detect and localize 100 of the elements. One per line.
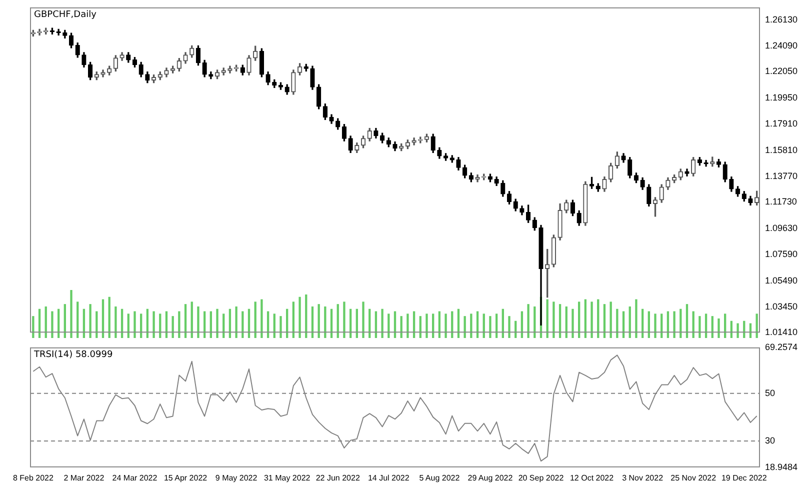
x-tick-label: 15 Apr 2022 bbox=[164, 473, 208, 482]
bar bbox=[558, 304, 562, 338]
bar bbox=[552, 302, 555, 338]
y-tick-label: 1.09630 bbox=[765, 223, 798, 234]
x-tick-label: 20 Sep 2022 bbox=[518, 473, 564, 482]
bar bbox=[698, 316, 701, 338]
bar bbox=[527, 304, 530, 338]
bar bbox=[590, 302, 593, 338]
bar bbox=[298, 296, 301, 338]
bar bbox=[756, 314, 758, 338]
bar bbox=[736, 323, 739, 338]
bar bbox=[388, 314, 390, 338]
bar bbox=[305, 294, 308, 338]
y-tick-label: 1.05490 bbox=[765, 275, 798, 286]
bar bbox=[704, 314, 708, 338]
bar bbox=[222, 314, 225, 338]
bar bbox=[381, 308, 384, 338]
bar bbox=[482, 314, 485, 338]
y-tick-label: 69.2574 bbox=[765, 342, 798, 352]
y-tick-label: 1.26130 bbox=[765, 14, 798, 25]
bar bbox=[134, 311, 136, 338]
bar bbox=[489, 316, 492, 338]
bar bbox=[152, 311, 155, 338]
bar bbox=[362, 302, 364, 338]
bar bbox=[197, 306, 200, 338]
bar bbox=[508, 316, 510, 338]
bar bbox=[546, 299, 548, 338]
bar bbox=[660, 314, 663, 338]
chart-title: GBPCHF,Daily bbox=[34, 10, 98, 20]
bar bbox=[140, 314, 142, 338]
x-tick-label: 31 May 2022 bbox=[264, 473, 311, 482]
bar bbox=[336, 304, 339, 338]
bar bbox=[127, 314, 130, 338]
bar bbox=[603, 304, 606, 338]
x-tick-label: 22 Jun 2022 bbox=[316, 473, 360, 482]
bar bbox=[464, 316, 466, 338]
y-tick-label: 1.15810 bbox=[765, 145, 798, 156]
bar bbox=[426, 314, 428, 338]
bar bbox=[76, 302, 79, 338]
bar bbox=[70, 290, 72, 338]
bar bbox=[343, 302, 346, 338]
bar bbox=[673, 311, 676, 338]
bar bbox=[628, 306, 631, 338]
bar bbox=[444, 314, 447, 338]
bar bbox=[324, 306, 326, 338]
bar bbox=[51, 311, 54, 338]
bar bbox=[686, 304, 688, 338]
y-tick-label: 18.9484 bbox=[765, 462, 798, 472]
x-tick-label: 9 May 2022 bbox=[215, 473, 258, 482]
x-tick-label: 25 Nov 2022 bbox=[670, 473, 717, 482]
bar bbox=[616, 308, 618, 338]
bar bbox=[114, 306, 117, 338]
bar bbox=[159, 314, 162, 338]
bar bbox=[172, 316, 174, 338]
x-tick-label: 19 Dec 2022 bbox=[721, 473, 768, 482]
bar bbox=[44, 306, 47, 338]
chart-title: TRSI(14) 58.0999 bbox=[33, 350, 113, 360]
bar bbox=[495, 314, 498, 338]
bar bbox=[534, 306, 536, 338]
bar bbox=[318, 304, 320, 338]
x-tick-label: 8 Feb 2022 bbox=[12, 473, 54, 482]
bar bbox=[654, 314, 656, 338]
bar bbox=[635, 299, 638, 338]
x-tick-label: 29 Aug 2022 bbox=[468, 473, 514, 482]
bar bbox=[572, 308, 574, 338]
x-tick-label: 12 Oct 2022 bbox=[570, 473, 614, 482]
x-tick-label: 5 Aug 2022 bbox=[419, 473, 460, 482]
bar bbox=[32, 316, 34, 338]
bar bbox=[578, 302, 580, 338]
y-tick-label: 1.01410 bbox=[765, 327, 798, 338]
x-tick-label: 14 Jul 2022 bbox=[368, 473, 410, 482]
x-tick-label: 3 Nov 2022 bbox=[622, 473, 664, 482]
y-tick-label: 1.19950 bbox=[765, 92, 798, 103]
bar bbox=[292, 302, 295, 338]
y-tick-label: 1.07590 bbox=[765, 248, 798, 259]
x-tick-label: 24 Mar 2022 bbox=[112, 473, 158, 482]
y-tick-label: 50 bbox=[765, 388, 776, 398]
bar bbox=[597, 299, 600, 338]
bar bbox=[190, 302, 193, 338]
bar bbox=[565, 306, 568, 338]
bar bbox=[432, 314, 434, 338]
bar bbox=[406, 314, 409, 338]
bar bbox=[260, 299, 263, 338]
bar bbox=[184, 304, 187, 338]
bar bbox=[724, 314, 726, 338]
y-tick-label: 1.24090 bbox=[765, 40, 798, 50]
bar bbox=[280, 316, 282, 338]
bar bbox=[718, 318, 720, 338]
bar bbox=[610, 302, 612, 338]
y-tick-label: 1.13770 bbox=[765, 170, 798, 181]
bar bbox=[273, 314, 276, 338]
bar bbox=[235, 306, 238, 338]
bar bbox=[178, 311, 180, 338]
bar bbox=[108, 296, 110, 338]
bar bbox=[254, 302, 256, 338]
y-tick-label: 1.03450 bbox=[765, 301, 798, 312]
x-tick-label: 2 Mar 2022 bbox=[64, 473, 105, 482]
bar bbox=[102, 299, 104, 338]
y-tick-label: 1.22050 bbox=[765, 66, 798, 76]
bar bbox=[64, 304, 66, 338]
